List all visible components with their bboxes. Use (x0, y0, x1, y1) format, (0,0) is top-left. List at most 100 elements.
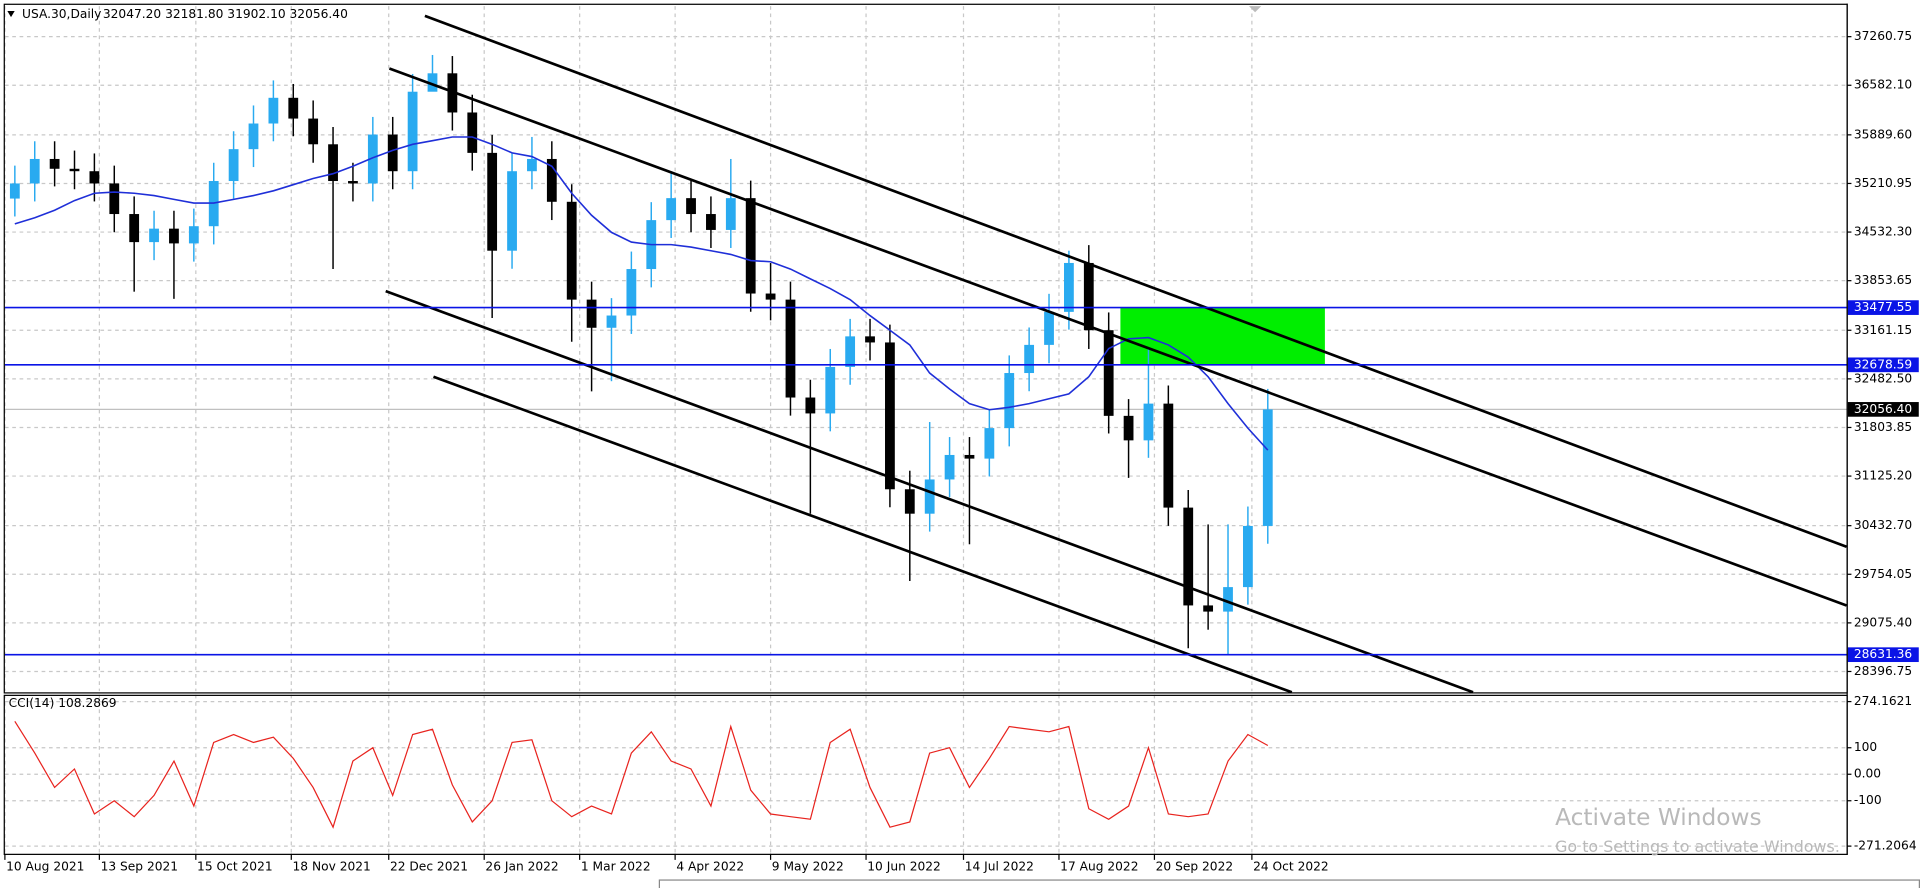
level-label: 33477.55 (1854, 300, 1912, 314)
candle-body (467, 112, 478, 153)
candle-body (527, 158, 537, 172)
candle-body (29, 158, 40, 184)
candle-body (268, 97, 279, 124)
y-tick-label: 35210.95 (1854, 176, 1912, 190)
y-tick-label: 31125.20 (1854, 469, 1912, 483)
candle-body (348, 181, 358, 184)
channel-line (424, 14, 1848, 549)
x-tick-label: 26 Jan 2022 (485, 860, 558, 874)
y-tick-label: -271.2064 (1854, 839, 1917, 853)
candle-body (169, 228, 179, 244)
y-tick-label: 29754.05 (1854, 567, 1912, 581)
watermark-title: Activate Windows (1555, 804, 1762, 831)
level-label-box (1847, 300, 1919, 315)
candle-body (49, 158, 60, 169)
x-tick-label: 20 Sep 2022 (1156, 860, 1233, 874)
x-tick-label: 17 Aug 2022 (1060, 860, 1138, 874)
level-label-box (1847, 357, 1919, 373)
y-tick-label: 31803.85 (1854, 420, 1912, 434)
x-tick-label: 13 Sep 2021 (101, 860, 178, 874)
candle-body (1262, 409, 1273, 526)
candle-body (606, 315, 617, 328)
channel-line (388, 67, 1847, 607)
candle-body (427, 73, 438, 92)
candle-body (328, 144, 338, 182)
candle-body (109, 183, 120, 215)
x-tick-label: 18 Nov 2021 (293, 860, 371, 874)
x-tick-label: 10 Aug 2021 (6, 860, 84, 874)
candle-body (69, 168, 80, 172)
candle-body (706, 214, 716, 230)
cci-label: CCI(14) 108.2869 (9, 696, 117, 710)
x-tick-label: 9 May 2022 (772, 860, 844, 874)
candle-body (1064, 262, 1074, 312)
candle-body (785, 299, 796, 398)
candle-body (546, 158, 557, 202)
candle-body (367, 134, 378, 184)
candle-body (984, 428, 995, 459)
candle-body (1123, 415, 1134, 441)
y-tick-label: 36582.10 (1854, 78, 1912, 92)
candle-body (626, 269, 637, 316)
candle-body (1024, 344, 1035, 374)
collapse-triangle (7, 11, 15, 18)
candle-body (725, 198, 736, 230)
candle-body (745, 198, 756, 294)
candle-body (1004, 373, 1015, 429)
candle-body (9, 183, 20, 199)
candle-body (248, 123, 259, 150)
candle-body (586, 299, 597, 328)
target-zone (1120, 307, 1325, 365)
candle-body (308, 118, 319, 145)
candle-body (964, 454, 975, 459)
level-label-box (1847, 647, 1919, 663)
candle-body (666, 198, 677, 221)
x-tick-label: 15 Oct 2021 (197, 860, 273, 874)
candle-body (1163, 403, 1174, 508)
y-tick-label: 32482.50 (1854, 371, 1912, 385)
moving-average (14, 136, 1269, 451)
over-layer: 37260.75 36582.10 35889.60 35210.95 34532.30… (4, 29, 1919, 874)
scrollbar[interactable] (658, 879, 1920, 888)
symbol-label: USA.30,Daily (22, 7, 101, 21)
candle-body (487, 152, 498, 251)
y-tick-label: 35889.60 (1854, 127, 1912, 141)
x-tick-label: 10 Jun 2022 (867, 860, 941, 874)
candle-body (507, 171, 517, 251)
candle-body (1083, 262, 1094, 331)
watermark-subtitle: Go to Settings to activate Windows. (1555, 837, 1840, 856)
candle-body (686, 198, 696, 215)
y-tick-label: 33161.15 (1854, 323, 1912, 337)
y-tick-label: 28396.75 (1854, 664, 1912, 678)
candle-body (1243, 525, 1253, 588)
y-tick-label: 34532.30 (1854, 225, 1912, 239)
level-label: 28631.36 (1854, 647, 1912, 661)
candle-body (805, 397, 816, 414)
y-tick-label: 37260.75 (1854, 29, 1912, 43)
last-price-label: 32056.40 (1854, 402, 1912, 416)
candle-body (825, 366, 836, 414)
candle-body (149, 228, 159, 243)
candle-body (1183, 507, 1194, 606)
candle-body (885, 342, 895, 490)
candle-body (924, 479, 935, 514)
level-label: 32678.59 (1854, 357, 1912, 371)
x-tick-label: 14 Jul 2022 (965, 860, 1034, 874)
candle-body (765, 293, 776, 300)
candle-body (188, 226, 199, 244)
candle-body (944, 454, 955, 480)
y-tick-label: 33853.65 (1854, 273, 1912, 287)
candle-body (1044, 311, 1054, 345)
channel-line (433, 375, 1293, 694)
last-price-box (1847, 402, 1919, 417)
candle-body (904, 489, 915, 514)
candle-body (228, 149, 239, 182)
y-tick-label: 29075.40 (1854, 615, 1912, 629)
candle-body (1143, 403, 1154, 441)
candle-body (387, 134, 398, 172)
candle-body (1203, 605, 1214, 612)
candle-body (865, 336, 875, 343)
